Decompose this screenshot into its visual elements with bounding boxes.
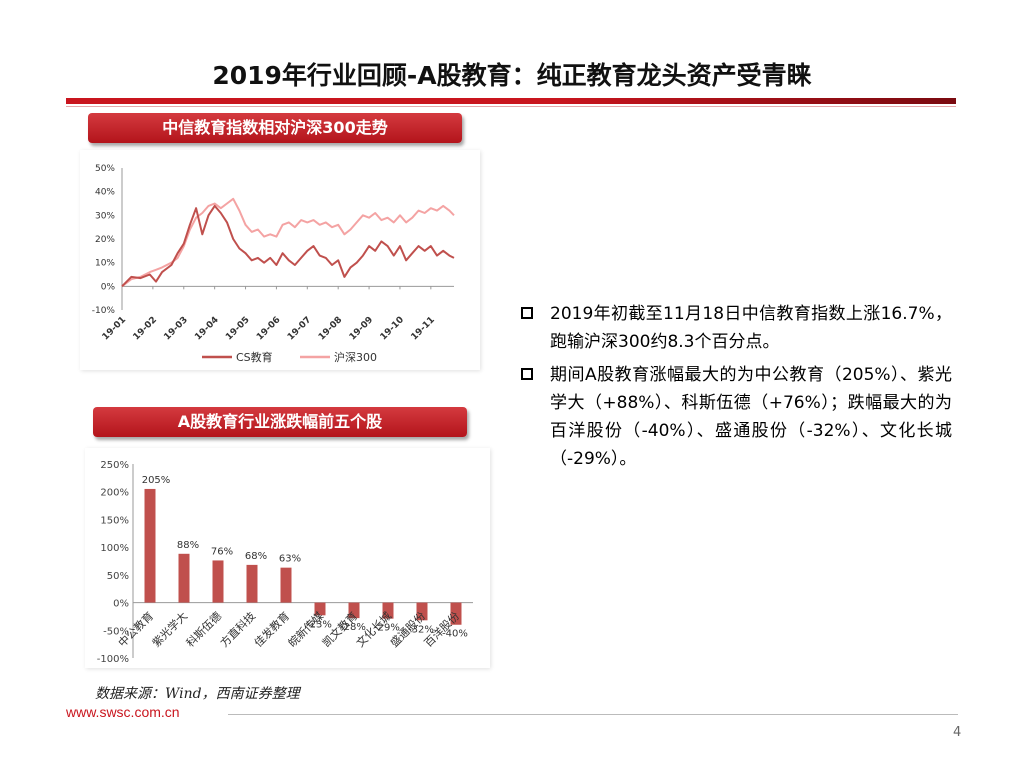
category-label: 方直科技 <box>217 609 258 650</box>
bullet-text: 2019年初截至11月18日中信教育指数上涨16.7%，跑输沪深300约8.3个… <box>550 304 952 352</box>
x-tick-label: 19-05 <box>224 315 251 342</box>
y-tick-label: 0% <box>113 599 129 610</box>
y-tick-label: 10% <box>95 259 115 269</box>
category-label: 佳发教育 <box>251 609 292 650</box>
legend-label: 沪深300 <box>334 350 377 364</box>
line-chart-panel: -10% 0% 10% 20% 30% 40% 50% 19-01 19-02 19-03 19-0… <box>80 150 480 370</box>
y-tick-label: 20% <box>95 235 115 245</box>
summary-bullets: 2019年初截至11月18日中信教育指数上涨16.7%，跑输沪深300约8.3个… <box>520 300 952 478</box>
x-tick-label: 19-08 <box>317 315 344 342</box>
bullet-square-icon <box>521 307 533 319</box>
page-number: 4 <box>953 725 962 740</box>
series-line <box>121 204 455 288</box>
y-tick-label: 40% <box>95 188 115 198</box>
y-tick-label: 30% <box>95 211 115 221</box>
y-tick-label: 50% <box>95 164 115 174</box>
bar <box>280 567 292 603</box>
category-label: 科斯伍德 <box>183 609 224 650</box>
bar <box>144 488 156 603</box>
y-tick-label: 50% <box>107 571 129 582</box>
title-divider-thin <box>66 106 956 107</box>
line-chart: -10%0%10%20%30%40%50%19-01 19-02 19-03 19-0… <box>92 164 455 364</box>
legend-label: CS教育 <box>236 350 273 364</box>
bar <box>246 564 258 603</box>
bar <box>382 602 394 619</box>
y-tick-label: -50% <box>103 626 129 637</box>
x-tick-label: 19-10 <box>379 315 406 342</box>
bullet-item: 2019年初截至11月18日中信教育指数上涨16.7%，跑输沪深300约8.3个… <box>520 300 952 356</box>
category-label: 紫光学大 <box>149 609 190 650</box>
x-tick-label: 19-04 <box>193 315 220 342</box>
bar-chart-banner: A股教育行业涨跌幅前五个股 <box>93 407 467 437</box>
y-tick-label: -10% <box>92 306 116 316</box>
bullet-text: 期间A股教育涨幅最大的为中公教育（205%）、紫光学大（+88%）、科斯伍德（+… <box>550 365 952 469</box>
x-tick-label: 19-07 <box>286 315 313 342</box>
y-tick-label: 150% <box>100 515 129 526</box>
data-label: -40% <box>442 629 468 640</box>
bullet-item: 期间A股教育涨幅最大的为中公教育（205%）、紫光学大（+88%）、科斯伍德（+… <box>520 361 952 473</box>
line-chart-banner: 中信教育指数相对沪深300走势 <box>88 113 462 143</box>
data-label: 68% <box>245 551 267 562</box>
data-label: -29% <box>374 623 400 634</box>
bar <box>416 602 428 621</box>
footer-url-link[interactable]: www.swsc.com.cn <box>66 704 180 720</box>
data-label: -28% <box>340 622 366 633</box>
bar-chart: -100% -50% 0% 50% 100% 150% 200% 250% 205% 88% 76%… <box>97 460 473 665</box>
x-tick-label: 19-09 <box>348 315 375 342</box>
data-label: 76% <box>211 546 233 557</box>
series-line <box>121 197 455 288</box>
y-tick-label: 0% <box>101 282 116 292</box>
y-tick-label: 100% <box>100 543 129 554</box>
page-title: 2019年行业回顾-A股教育：纯正教育龙头资产受青睐 <box>212 61 812 90</box>
title-divider <box>66 98 956 104</box>
data-label: -23% <box>306 619 332 630</box>
bar <box>178 553 190 603</box>
x-tick-label: 19-03 <box>162 315 189 342</box>
data-label: 63% <box>279 554 301 565</box>
bar <box>450 602 462 625</box>
x-tick-label: 19-02 <box>132 315 159 342</box>
footer-divider <box>228 714 958 715</box>
x-tick-label: 19-11 <box>410 315 437 342</box>
y-tick-label: -100% <box>97 654 129 665</box>
bar <box>314 602 326 616</box>
bar <box>348 602 360 619</box>
bullet-square-icon <box>521 368 533 380</box>
bar-chart-panel: -100% -50% 0% 50% 100% 150% 200% 250% 205% 88% 76%… <box>85 448 490 668</box>
data-label: 205% <box>142 475 171 486</box>
x-tick-label: 19-06 <box>255 315 282 342</box>
data-label: 88% <box>177 540 199 551</box>
source-note: 数据来源：Wind，西南证券整理 <box>95 686 300 702</box>
x-tick-label: 19-01 <box>101 315 128 342</box>
bar <box>212 560 224 603</box>
y-tick-label: 200% <box>100 488 129 499</box>
y-tick-label: 250% <box>100 460 129 471</box>
data-label: -32% <box>408 624 434 635</box>
